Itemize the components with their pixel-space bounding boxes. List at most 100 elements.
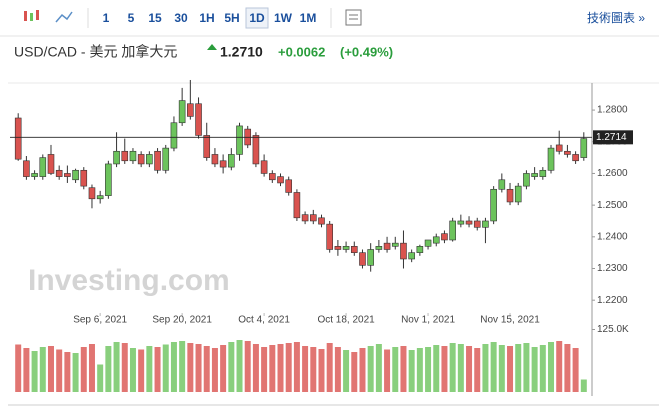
- interval-button[interactable]: 5: [128, 11, 135, 25]
- volume-bar: [367, 346, 374, 392]
- candle-body: [391, 242, 399, 247]
- candle-body: [490, 188, 497, 222]
- volume-bar: [416, 348, 423, 392]
- candle-body: [187, 103, 194, 117]
- candle-body: [80, 169, 88, 187]
- volume-bar: [179, 341, 186, 392]
- interval-button[interactable]: 15: [148, 11, 162, 25]
- candle-body: [367, 249, 374, 266]
- volume-bar: [293, 342, 300, 392]
- candle-body: [285, 179, 293, 193]
- candle-body: [170, 122, 178, 149]
- candle-body: [383, 242, 391, 250]
- candle-body: [408, 252, 415, 260]
- candle-body: [572, 154, 579, 162]
- volume-bar: [572, 348, 579, 392]
- volume-bar: [138, 349, 145, 392]
- volume-bar: [285, 343, 292, 392]
- volume-bar: [80, 347, 87, 392]
- x-tick-label: Oct 4, 2021: [238, 315, 290, 326]
- technical-link[interactable]: 技術圖表 »: [587, 11, 645, 25]
- candle-body: [424, 239, 432, 247]
- volume-bar: [162, 344, 169, 392]
- volume-bar: [318, 349, 325, 392]
- y-tick-label: 1.2500: [597, 200, 628, 211]
- interval-button[interactable]: 30: [174, 11, 188, 25]
- chart-title: USD/CAD - 美元 加拿大元: [14, 44, 177, 60]
- volume-bar: [326, 343, 333, 392]
- candle-body: [416, 246, 424, 253]
- interval-buttons: 1 5 15 30 1H 5H 1D 1W 1M: [103, 7, 317, 29]
- interval-button[interactable]: 1W: [274, 11, 293, 25]
- volume-bar: [515, 344, 522, 392]
- interval-button[interactable]: 1H: [199, 11, 214, 25]
- candle-body: [523, 173, 530, 187]
- selected-button[interactable]: [245, 7, 269, 29]
- candle-body: [203, 135, 211, 158]
- candle-body: [441, 233, 448, 241]
- candle-body: [211, 154, 219, 165]
- volume-bar: [433, 345, 440, 392]
- volume-bar: [384, 349, 391, 392]
- volume-bar: [146, 346, 153, 392]
- candle-body: [547, 147, 555, 171]
- volume-bar: [351, 352, 358, 392]
- volume-bar: [408, 350, 415, 392]
- candle-body: [465, 220, 473, 225]
- candle-body: [154, 150, 161, 171]
- candle-body: [375, 246, 383, 250]
- volume-bar: [170, 342, 177, 392]
- candle-body: [23, 160, 30, 177]
- candle-body: [55, 169, 63, 177]
- volume-bar: [129, 348, 136, 392]
- candle-body: [277, 176, 284, 184]
- y-tick-label: 1.2800: [597, 105, 628, 116]
- y-tick-label: 1.2200: [597, 295, 628, 306]
- candle-body: [498, 179, 506, 190]
- volume-bar: [343, 350, 350, 392]
- volume-bar: [121, 343, 128, 392]
- x-tick-label: Sep 6, 2021: [73, 315, 127, 326]
- volume-bar: [539, 345, 546, 392]
- volume-bar: [277, 344, 284, 392]
- candle-body: [580, 138, 588, 158]
- candle-body: [432, 236, 440, 244]
- interval-button[interactable]: 1D: [249, 11, 265, 25]
- candle-body: [64, 173, 71, 177]
- volume-bar: [548, 342, 555, 392]
- volume-bar: [211, 348, 218, 392]
- candle-body: [359, 252, 366, 266]
- candle-body: [96, 195, 104, 200]
- volume-bar: [531, 347, 538, 392]
- volume-bar: [97, 364, 104, 392]
- candle-body: [178, 100, 186, 124]
- candle-body: [326, 223, 333, 250]
- volume-bar: [498, 345, 505, 392]
- volume-bar: [154, 347, 161, 392]
- interval-button[interactable]: 5H: [224, 11, 239, 25]
- volume-bar: [39, 347, 46, 392]
- y-tick-label: 1.2400: [597, 231, 628, 242]
- interval-button[interactable]: 1M: [300, 11, 317, 25]
- candle-body: [269, 173, 276, 181]
- volume-bar: [269, 345, 276, 392]
- up-arrow: [207, 44, 217, 50]
- volume-bar: [334, 347, 341, 392]
- candle-body: [260, 160, 268, 174]
- candle-body: [473, 220, 481, 228]
- volume-bar: [449, 343, 456, 392]
- volume-bar: [47, 346, 54, 392]
- interval-button[interactable]: 1: [103, 11, 110, 25]
- x-tick-label: Nov 1, 2021: [401, 315, 455, 326]
- volume-bar: [507, 346, 514, 392]
- volume-bar: [302, 346, 309, 392]
- volume-bar: [564, 344, 571, 392]
- volume-bar: [187, 343, 194, 392]
- candle-body: [309, 214, 317, 222]
- candle-body: [129, 150, 137, 162]
- y-tick-label: 1.2600: [597, 168, 628, 179]
- volume-bar: [203, 346, 210, 392]
- volume-bar: [441, 346, 448, 392]
- volume-bar: [392, 347, 399, 392]
